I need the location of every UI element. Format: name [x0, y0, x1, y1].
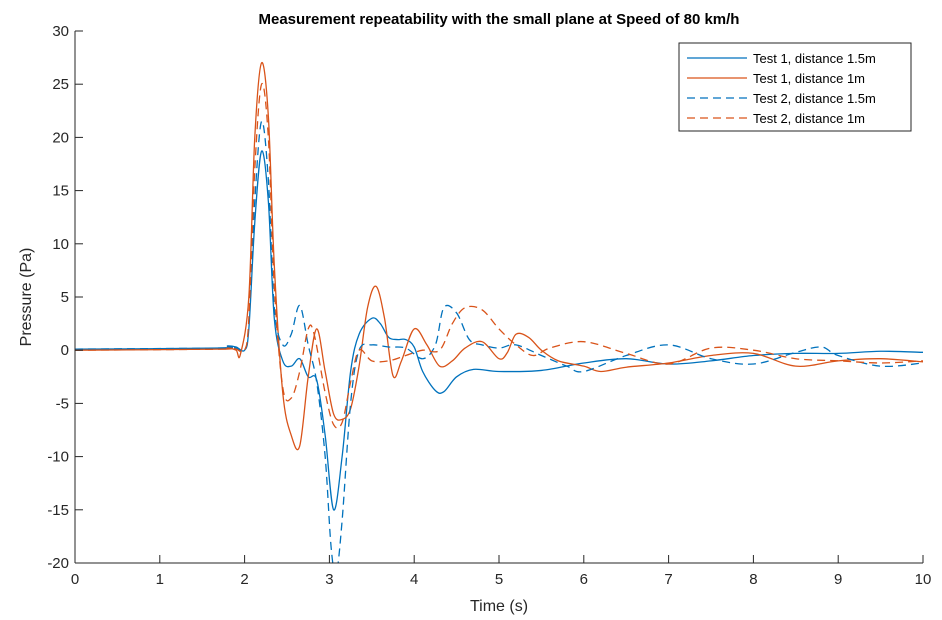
legend-label: Test 2, distance 1.5m: [753, 91, 876, 106]
legend-label: Test 2, distance 1m: [753, 111, 865, 126]
y-ticks: -20 -15 -10 -5 0 5 10 15 20 25 30: [47, 23, 83, 572]
x-tick-label: 7: [664, 571, 672, 588]
y-axis-label: Pressure (Pa): [18, 248, 35, 347]
y-tick-label: -15: [47, 502, 69, 519]
legend: Test 1, distance 1.5m Test 1, distance 1m…: [678, 42, 912, 132]
y-tick-label: 15: [52, 183, 69, 200]
y-tick-label: 25: [52, 76, 69, 93]
y-tick-label: 0: [61, 342, 69, 359]
x-ticks: 0 1 2 3 4 5 6 7 8 9 10: [71, 555, 932, 588]
x-tick-label: 10: [915, 571, 932, 588]
x-tick-label: 6: [580, 571, 588, 588]
x-tick-label: 5: [495, 571, 503, 588]
x-tick-label: 9: [834, 571, 842, 588]
x-tick-label: 2: [240, 571, 248, 588]
y-tick-label: -5: [56, 395, 69, 412]
x-tick-label: 4: [410, 571, 418, 588]
x-axis-label: Time (s): [470, 598, 528, 615]
series-line-3: [75, 120, 923, 563]
x-tick-label: 8: [749, 571, 757, 588]
series-line-2: [75, 62, 923, 451]
y-tick-label: -10: [47, 449, 69, 466]
x-tick-label: 0: [71, 571, 79, 588]
legend-label: Test 1, distance 1.5m: [753, 51, 876, 66]
series-lines: [75, 62, 923, 563]
x-tick-label: 3: [325, 571, 333, 588]
chart-title: Measurement repeatability with the small…: [259, 11, 740, 28]
x-tick-label: 1: [156, 571, 164, 588]
y-tick-label: 20: [52, 129, 69, 146]
y-tick-label: 10: [52, 236, 69, 253]
y-tick-label: 5: [61, 289, 69, 306]
legend-label: Test 1, distance 1m: [753, 71, 865, 86]
series-line-1: [75, 150, 923, 511]
y-tick-label: -20: [47, 555, 69, 572]
y-tick-label: 30: [52, 23, 69, 40]
